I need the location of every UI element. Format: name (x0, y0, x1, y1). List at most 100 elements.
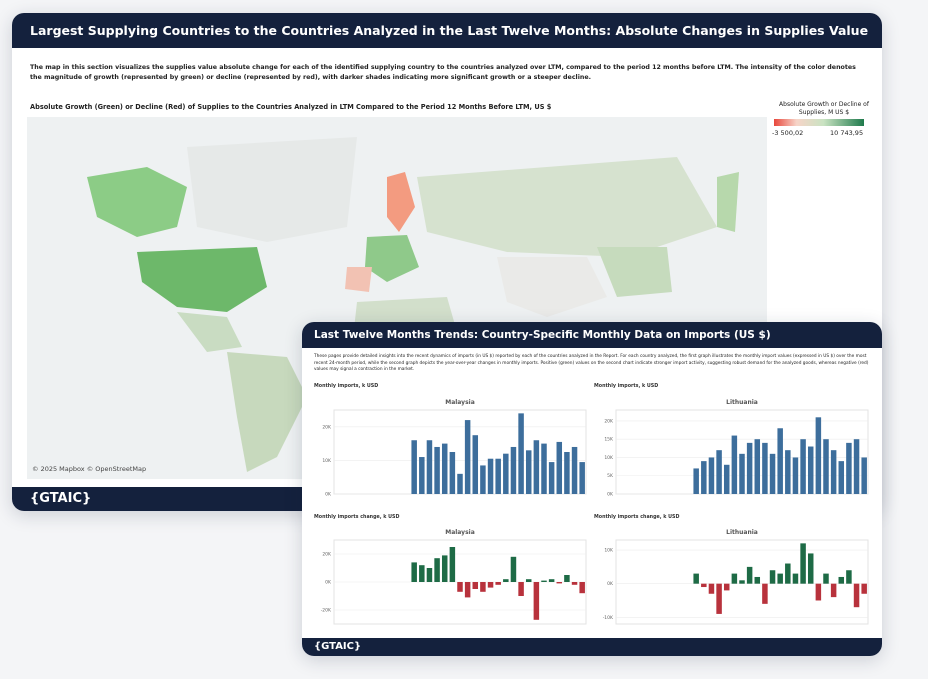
bar (708, 583, 715, 594)
bar (762, 583, 768, 604)
bar (823, 439, 829, 494)
bar (693, 468, 699, 494)
y-tick-label: 15K (604, 437, 614, 443)
bar (556, 441, 563, 494)
bar (861, 583, 867, 594)
bar (495, 582, 501, 585)
chart-title: Lithuania (726, 399, 758, 406)
bar (701, 583, 707, 588)
country (227, 352, 307, 472)
bar (800, 543, 806, 584)
chart-svg: Lithuania -10K 0K 10K (603, 529, 869, 625)
country (345, 267, 372, 292)
bar (411, 440, 417, 494)
bar (564, 452, 570, 494)
bar (762, 442, 768, 494)
y-tick-label: 0K (325, 580, 332, 586)
bar (419, 565, 425, 582)
chart-svg: Malaysia -20K 0K 20K (321, 529, 587, 625)
bar (823, 573, 829, 584)
bar (571, 446, 578, 494)
bar (708, 457, 715, 494)
bar (564, 575, 570, 582)
card-description: The map in this section visualizes the s… (30, 64, 856, 81)
chart: Lithuania -10K 0K 10K (592, 524, 874, 640)
country (497, 257, 607, 317)
bar (815, 417, 822, 494)
map-attribution: © 2025 Mapbox © OpenStreetMap (32, 465, 146, 473)
bar (533, 440, 540, 494)
y-tick-label: 10K (322, 458, 332, 464)
country (387, 172, 415, 232)
y-tick-label: 0K (325, 492, 332, 498)
bar (480, 465, 486, 494)
bar (846, 570, 852, 584)
y-tick-label: 20K (604, 418, 614, 424)
bar (815, 583, 822, 601)
chart: Malaysia -20K 0K 20K (310, 524, 592, 640)
chart: Lithuania 0K 5K 10K 15K 20K (592, 394, 874, 510)
bar (777, 573, 783, 584)
bar (525, 450, 532, 494)
bar (441, 443, 448, 494)
legend-title: Absolute Growth or Decline of Supplies, … (779, 101, 869, 116)
card-description: These pages provide detailed insights in… (314, 354, 869, 372)
legend-min: -3 500,02 (772, 129, 804, 137)
legend-max: 10 743,95 (830, 129, 864, 137)
y-tick-label: -10K (603, 615, 614, 621)
bar (769, 570, 776, 584)
bar (533, 582, 540, 620)
bar (701, 461, 707, 494)
bar (503, 579, 509, 582)
bar (449, 452, 456, 494)
bar (777, 428, 783, 494)
y-tick-label: 20K (322, 552, 332, 558)
bar (807, 446, 814, 494)
country (597, 247, 672, 297)
bar (518, 582, 524, 596)
chart-title: Lithuania (726, 529, 758, 536)
imports-card: Last Twelve Months Trends: Country-Speci… (302, 322, 882, 656)
country (717, 172, 739, 232)
bar (800, 439, 806, 494)
bar (411, 562, 417, 582)
bar (434, 558, 440, 582)
country (87, 167, 187, 237)
bar (785, 450, 791, 494)
bar (441, 555, 448, 582)
bar (541, 580, 547, 582)
bar (525, 579, 532, 582)
bar (495, 458, 501, 494)
y-tick-label: 0K (607, 492, 614, 498)
bar (830, 583, 837, 598)
bar (861, 457, 867, 494)
bar (487, 582, 494, 588)
chart-title: Malaysia (445, 529, 475, 536)
bar (739, 580, 745, 584)
bar (541, 443, 547, 494)
bar (830, 450, 837, 494)
bar (487, 458, 494, 494)
section-label: Monthly imports, k USD (594, 384, 659, 389)
bar (472, 435, 479, 494)
bar (739, 453, 745, 494)
legend-gradient (774, 119, 864, 126)
bar (754, 439, 761, 494)
y-tick-label: 10K (604, 548, 614, 554)
bar (556, 582, 563, 584)
bar (457, 473, 463, 494)
country (137, 247, 267, 312)
bar (693, 573, 699, 584)
bar (419, 457, 425, 494)
bar (769, 453, 776, 494)
bar (846, 442, 852, 494)
logo: {GTAIC} (302, 638, 882, 656)
bar (746, 566, 753, 584)
bar (838, 461, 845, 494)
bar (792, 457, 799, 494)
bar (434, 446, 440, 494)
y-tick-label: 5K (607, 473, 614, 479)
bar (548, 462, 555, 494)
chart-title: Malaysia (445, 399, 475, 406)
bar (746, 442, 753, 494)
